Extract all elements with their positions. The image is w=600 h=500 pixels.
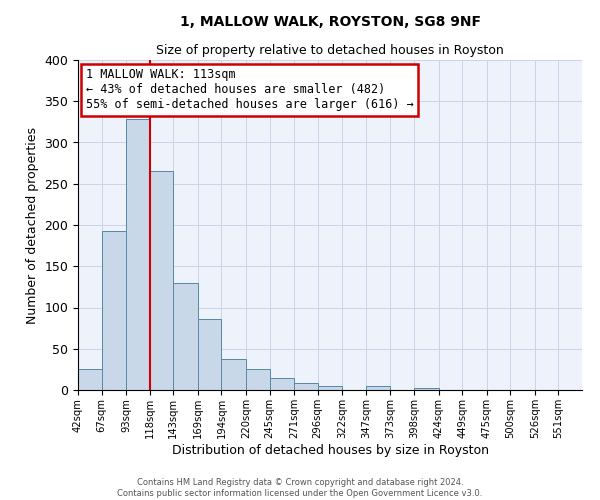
Bar	[101, 231, 126, 390]
Bar	[366, 386, 391, 390]
Bar	[126, 120, 150, 390]
Bar	[173, 283, 198, 390]
Bar	[78, 370, 101, 390]
Title: Size of property relative to detached houses in Royston: Size of property relative to detached ho…	[156, 44, 504, 58]
Bar	[318, 386, 342, 390]
Bar	[414, 388, 439, 390]
Bar	[150, 172, 173, 390]
Bar	[246, 368, 269, 390]
X-axis label: Distribution of detached houses by size in Royston: Distribution of detached houses by size …	[172, 444, 488, 456]
Text: 1 MALLOW WALK: 113sqm
← 43% of detached houses are smaller (482)
55% of semi-det: 1 MALLOW WALK: 113sqm ← 43% of detached …	[86, 68, 413, 112]
Bar	[269, 378, 294, 390]
Bar	[198, 319, 221, 390]
Text: Contains HM Land Registry data © Crown copyright and database right 2024.
Contai: Contains HM Land Registry data © Crown c…	[118, 478, 482, 498]
Y-axis label: Number of detached properties: Number of detached properties	[26, 126, 39, 324]
Bar	[221, 358, 246, 390]
Bar	[294, 384, 318, 390]
Text: 1, MALLOW WALK, ROYSTON, SG8 9NF: 1, MALLOW WALK, ROYSTON, SG8 9NF	[179, 16, 481, 30]
